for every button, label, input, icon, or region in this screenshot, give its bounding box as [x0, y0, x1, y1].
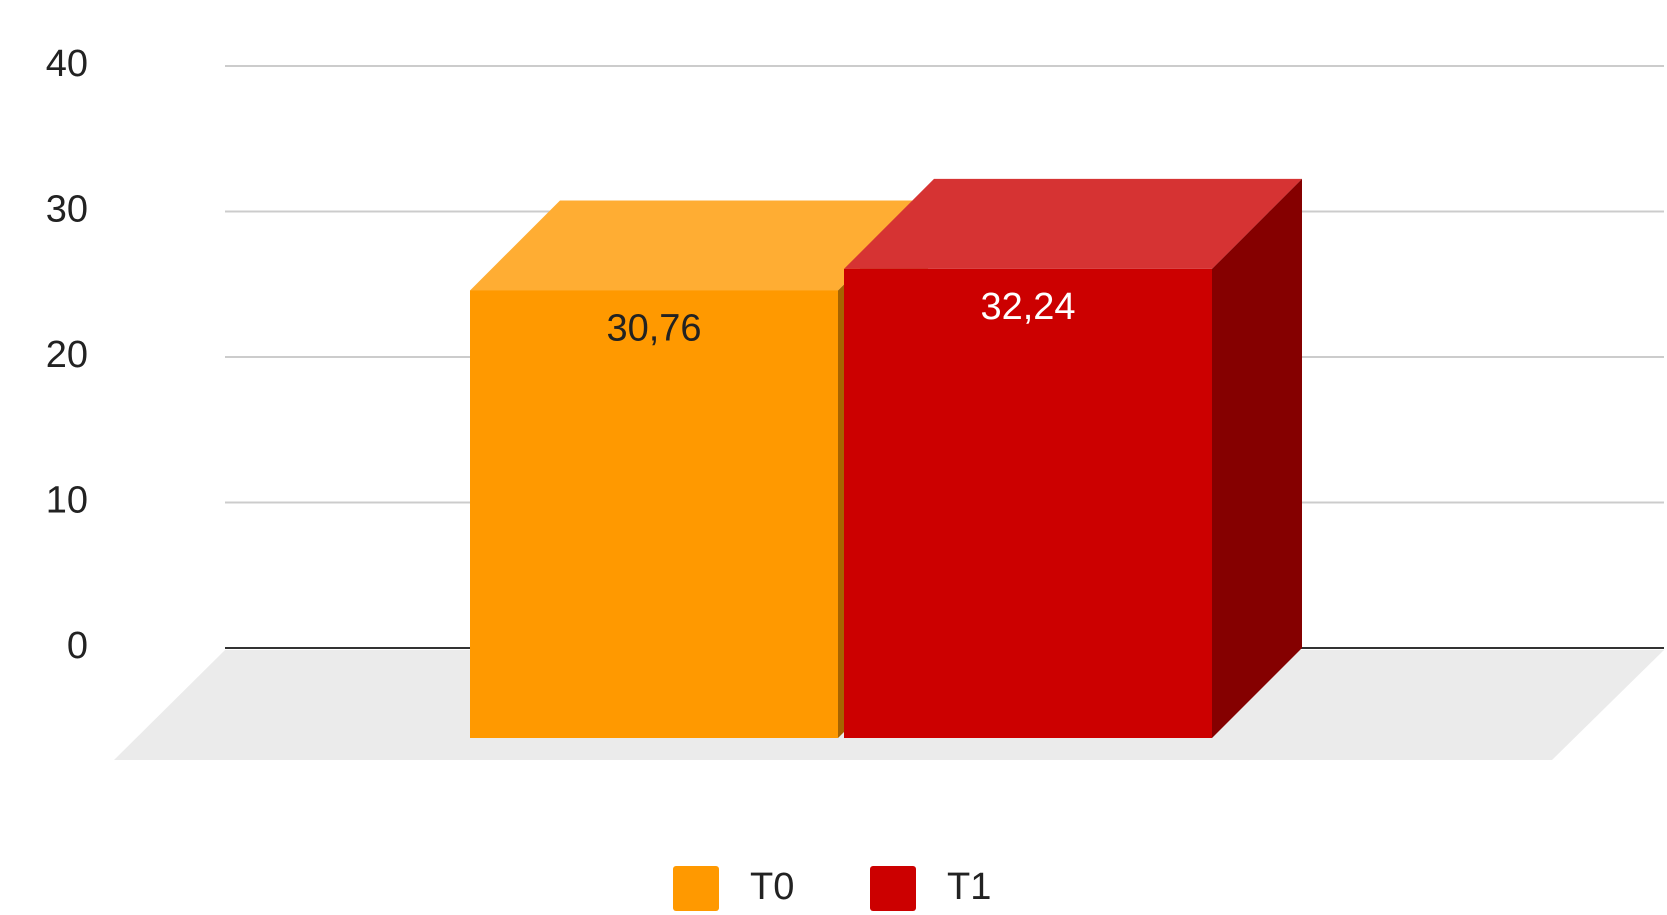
- bar-top: [844, 178, 1302, 269]
- legend-label: T1: [947, 866, 991, 908]
- bar-top: [470, 200, 928, 291]
- legend-swatch: [870, 866, 916, 911]
- y-tick-label: 0: [67, 625, 88, 667]
- bar: [470, 290, 838, 738]
- data-label: 30,76: [606, 307, 701, 349]
- y-tick-label: 30: [46, 189, 88, 231]
- bar: [844, 268, 1212, 738]
- y-tick-label: 40: [46, 43, 88, 85]
- legend-swatch: [673, 866, 719, 911]
- bar-side: [1212, 178, 1302, 738]
- data-label: 32,24: [980, 286, 1075, 328]
- y-tick-label: 20: [46, 334, 88, 376]
- legend-label: T0: [750, 866, 794, 908]
- y-tick-label: 10: [46, 480, 88, 522]
